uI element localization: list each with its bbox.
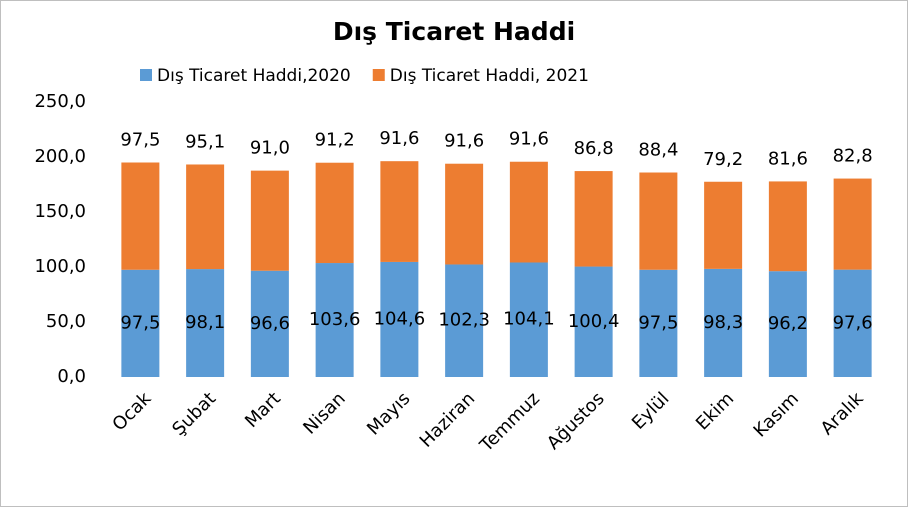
legend-label: Dış Ticaret Haddi, 2021: [390, 66, 589, 86]
data-label: 98,1: [185, 312, 225, 333]
bar-segment: [380, 161, 419, 262]
data-label: 97,5: [120, 312, 160, 333]
y-tick-label: 150,0: [34, 201, 86, 222]
bar-segment: [833, 269, 872, 377]
bar-segment: [186, 269, 225, 377]
bar-segment: [315, 263, 354, 377]
bar-segment: [639, 269, 678, 377]
legend-swatch: [372, 69, 385, 81]
data-label: 104,1: [503, 309, 555, 330]
data-label: 81,6: [768, 148, 808, 169]
bar-segment: [315, 162, 354, 264]
bar-segment: [121, 162, 160, 270]
bar-segment: [509, 161, 548, 263]
bar-segment: [250, 270, 289, 377]
bar-segment: [250, 170, 289, 271]
bar-segment: [704, 181, 743, 269]
bar-segment: [380, 261, 419, 377]
data-label: 103,6: [309, 309, 361, 330]
y-tick-label: 50,0: [46, 311, 86, 332]
bar-segment: [833, 178, 872, 270]
data-label: 102,3: [438, 310, 490, 331]
legend-label: Dış Ticaret Haddi,2020: [157, 66, 351, 86]
data-label: 91,6: [509, 129, 549, 150]
data-label: 96,6: [250, 313, 290, 334]
bar-segment: [121, 269, 160, 377]
chart-title: Dış Ticaret Haddi: [333, 17, 575, 46]
bar-segment: [509, 262, 548, 377]
bar-segment: [639, 172, 678, 270]
bar-segment: [186, 164, 225, 270]
data-label: 97,5: [120, 130, 160, 151]
bar-segment: [574, 171, 613, 267]
data-label: 91,6: [379, 128, 419, 149]
bar-segment: [768, 271, 807, 377]
y-tick-label: 0,0: [57, 366, 86, 387]
data-label: 91,6: [444, 131, 484, 152]
data-label: 91,0: [250, 138, 290, 159]
data-label: 100,4: [568, 311, 620, 332]
data-label: 88,4: [638, 140, 678, 161]
bar-segment: [768, 181, 807, 272]
bar-segment: [704, 268, 743, 377]
bar-segment: [574, 266, 613, 377]
data-label: 95,1: [185, 131, 225, 152]
y-tick-label: 200,0: [34, 146, 86, 167]
y-tick-label: 100,0: [34, 256, 86, 277]
data-label: 91,2: [315, 130, 355, 151]
data-label: 79,2: [703, 149, 743, 170]
data-label: 96,2: [768, 313, 808, 334]
data-label: 82,8: [833, 146, 873, 167]
data-label: 104,6: [374, 308, 426, 329]
bar-segment: [445, 163, 484, 265]
data-label: 98,3: [703, 312, 743, 333]
data-label: 97,6: [833, 312, 873, 333]
data-label: 97,5: [638, 312, 678, 333]
legend-swatch: [140, 69, 152, 81]
data-label: 86,8: [574, 138, 614, 159]
y-tick-label: 250,0: [34, 91, 86, 112]
bar-segment: [445, 264, 484, 377]
